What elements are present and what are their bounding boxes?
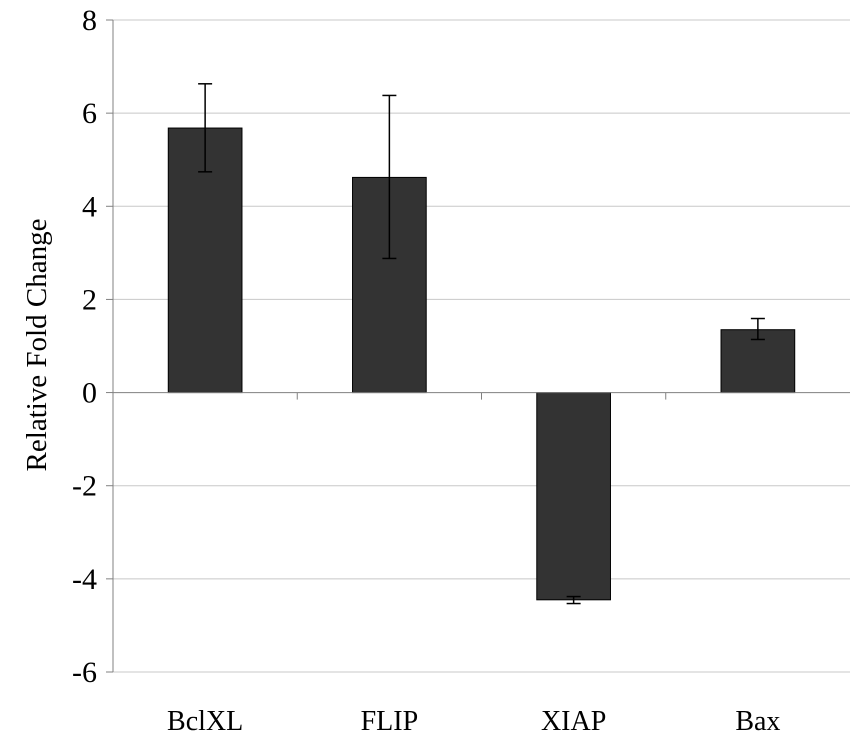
y-tick-label-6: -4 (72, 563, 97, 596)
y-axis-title: Relative Fold Change (21, 219, 53, 472)
y-tick-label-4: 0 (82, 377, 97, 410)
y-tick-label-0: 8 (82, 4, 97, 37)
axes (106, 19, 850, 673)
labels: 8 6 4 2 0 -2 -4 -6 BclXL FLIP XIAP Bax (72, 4, 780, 737)
y-tick-label-1: 6 (82, 97, 97, 130)
error-bar-BclXL (198, 83, 213, 173)
x-category-label-1: FLIP (361, 706, 419, 737)
bar-XIAP (536, 392, 611, 601)
error-bar-Bax (750, 317, 765, 341)
error-bar-XIAP (566, 595, 581, 605)
y-tick-label-5: -2 (72, 470, 97, 503)
y-tick-label-3: 2 (82, 283, 97, 316)
x-category-label-2: XIAP (541, 706, 606, 737)
y-tick-label-2: 4 (82, 190, 97, 223)
x-category-label-3: Bax (735, 706, 780, 737)
x-category-label-0: BclXL (167, 706, 243, 737)
bars (167, 83, 796, 605)
y-tick-label-7: -6 (72, 656, 97, 689)
error-bar-FLIP (382, 94, 397, 260)
